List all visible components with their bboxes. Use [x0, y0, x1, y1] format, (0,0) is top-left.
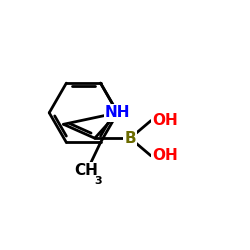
- Text: CH: CH: [74, 163, 98, 178]
- Text: 3: 3: [94, 176, 102, 186]
- Text: OH: OH: [153, 148, 178, 163]
- Text: NH: NH: [105, 105, 130, 120]
- Text: B: B: [124, 131, 136, 146]
- Text: OH: OH: [153, 113, 178, 128]
